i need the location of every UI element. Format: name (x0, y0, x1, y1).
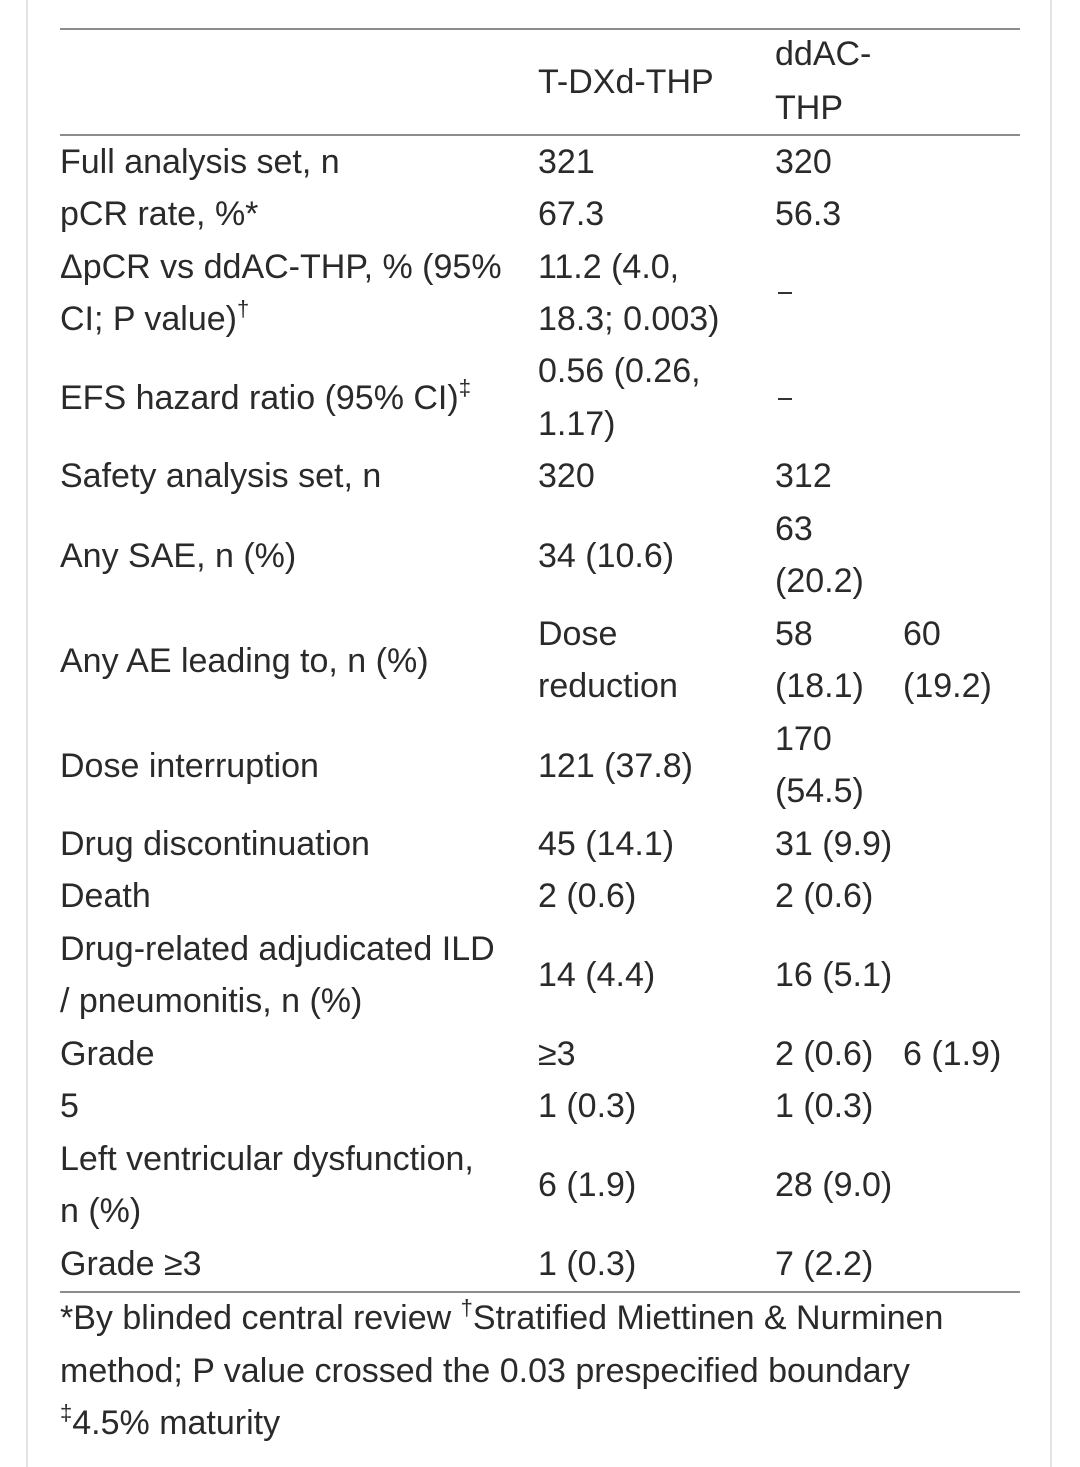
bottom-rule (60, 1291, 1020, 1293)
cell-ild-ddac: 16 (5.1) (775, 956, 893, 994)
cell-efs-ddac-dash (778, 398, 792, 400)
header-col-tdxd-thp: T-DXd-THP (538, 63, 714, 101)
row-label-ild-line1: Drug-related adjudicated ILD (60, 930, 495, 968)
cell-pcr-tdxd: 67.3 (538, 195, 605, 233)
cell-ae-tdxd-line1: Dose (538, 615, 618, 653)
cell-death-ddac: 2 (0.6) (775, 877, 874, 915)
footnote-line2: method; P value crossed the 0.03 prespec… (60, 1352, 910, 1390)
cell-di-tdxd: 121 (37.8) (538, 747, 693, 785)
cell-ild-tdxd: 14 (4.4) (538, 956, 656, 994)
row-label-efs-hazard-ratio: EFS hazard ratio (95% CI)‡ (60, 374, 471, 417)
row-label-any-sae: Any SAE, n (%) (60, 537, 297, 575)
row-label-any-ae: Any AE leading to, n (%) (60, 642, 429, 680)
table-frame (26, 0, 1052, 1467)
cell-g5-ddac: 1 (0.3) (775, 1087, 874, 1125)
row-label-grade-3: Grade ≥3 (60, 1245, 202, 1283)
row-label-grade: Grade (60, 1035, 155, 1073)
cell-di-ddac-line1: 170 (775, 720, 832, 758)
row-label-dose-interruption: Dose interruption (60, 747, 319, 785)
cell-efs-tdxd-line2: 1.17) (538, 405, 616, 443)
row-label-safety-analysis-set: Safety analysis set, n (60, 457, 382, 495)
row-label-lvd-line2: n (%) (60, 1192, 142, 1230)
cell-sas-ddac: 312 (775, 457, 832, 495)
row-label-drug-discontinuation: Drug discontinuation (60, 825, 370, 863)
cell-dpcr-ddac-dash (778, 292, 792, 294)
cell-di-ddac-line2: (54.5) (775, 772, 864, 810)
cell-grade-tdxd: ≥3 (538, 1035, 576, 1073)
cell-sae-ddac-line1: 63 (775, 510, 813, 548)
cell-lvd-tdxd: 6 (1.9) (538, 1166, 637, 1204)
cell-sae-tdxd: 34 (10.6) (538, 537, 675, 575)
row-label-grade-5: 5 (60, 1087, 79, 1125)
header-rule (60, 134, 1020, 136)
row-label-pcr-rate: pCR rate, %* (60, 195, 259, 233)
header-col-ddac-thp-line2: THP (775, 89, 843, 127)
cell-g3-tdxd: 1 (0.3) (538, 1245, 637, 1283)
double-dagger-mark: ‡ (458, 374, 471, 400)
cell-ae-ddac-line1: 58 (775, 615, 813, 653)
top-rule (60, 28, 1020, 30)
cell-ae-extra-line2: (19.2) (903, 667, 992, 705)
cell-g3-ddac: 7 (2.2) (775, 1245, 874, 1283)
cell-ae-extra-line1: 60 (903, 615, 941, 653)
row-label-full-analysis-set: Full analysis set, n (60, 143, 340, 181)
row-label-death: Death (60, 877, 151, 915)
cell-fas-ddac: 320 (775, 143, 832, 181)
cell-lvd-ddac: 28 (9.0) (775, 1166, 893, 1204)
row-label-delta-pcr-line1: ΔpCR vs ddAC-THP, % (95% (60, 248, 502, 286)
cell-efs-tdxd-line1: 0.56 (0.26, (538, 352, 701, 390)
footnote-line1: *By blinded central review †Stratified M… (60, 1294, 944, 1337)
row-label-delta-pcr-line2: CI; P value)† (60, 295, 250, 338)
cell-dd-ddac: 31 (9.9) (775, 825, 893, 863)
cell-fas-tdxd: 321 (538, 143, 595, 181)
row-label-lvd-line1: Left ventricular dysfunction, (60, 1140, 474, 1178)
cell-dpcr-tdxd-line2: 18.3; 0.003) (538, 300, 720, 338)
cell-dpcr-tdxd-line1: 11.2 (4.0, (538, 248, 680, 286)
cell-dd-tdxd: 45 (14.1) (538, 825, 675, 863)
dagger-mark: † (237, 295, 250, 321)
cell-ae-tdxd-line2: reduction (538, 667, 678, 705)
cell-sas-tdxd: 320 (538, 457, 595, 495)
cell-pcr-ddac: 56.3 (775, 195, 842, 233)
cell-grade-extra: 6 (1.9) (903, 1035, 1002, 1073)
row-label-ild-line2: / pneumonitis, n (%) (60, 982, 363, 1020)
cell-grade-ddac: 2 (0.6) (775, 1035, 874, 1073)
cell-death-tdxd: 2 (0.6) (538, 877, 637, 915)
header-col-ddac-thp-line1: ddAC- (775, 35, 872, 73)
cell-ae-ddac-line2: (18.1) (775, 667, 864, 705)
cell-g5-tdxd: 1 (0.3) (538, 1087, 637, 1125)
footnote-line3: ‡4.5% maturity (60, 1399, 281, 1442)
cell-sae-ddac-line2: (20.2) (775, 562, 864, 600)
